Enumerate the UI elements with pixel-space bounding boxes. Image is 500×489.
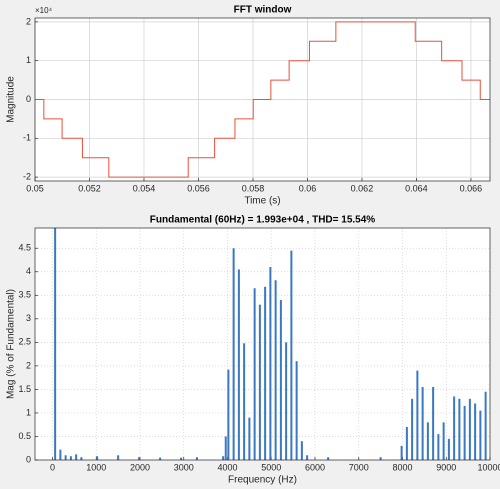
x-tick-label: 0.058 [242, 183, 265, 193]
bar [479, 410, 482, 460]
bar [54, 228, 57, 460]
axes-box [34, 17, 491, 182]
bar [447, 438, 450, 460]
x-tick-label: 0.054 [133, 183, 156, 193]
bar [180, 457, 183, 460]
x-tick-label: 0 [50, 462, 55, 472]
bar [290, 250, 293, 460]
bar [224, 436, 227, 460]
bar [484, 391, 487, 460]
bar [274, 280, 277, 460]
y-tick-label: -1 [23, 133, 31, 143]
bar [264, 286, 267, 460]
x-tick-label: 0.06 [299, 183, 317, 193]
y-tick-label: 3 [26, 313, 31, 323]
x-axis-label: Time (s) [244, 196, 280, 207]
bar [159, 457, 162, 460]
bar [243, 343, 246, 460]
x-tick-label: 6000 [305, 462, 325, 472]
y-tick-label: 1 [26, 407, 31, 417]
bar [327, 457, 330, 460]
waveform [35, 21, 490, 178]
y-tick-label: 2 [26, 16, 31, 26]
y-tick-label: 0 [26, 94, 31, 104]
bar [237, 269, 240, 460]
y-tick-label: 4 [26, 266, 31, 276]
bar [295, 361, 298, 460]
bar [138, 457, 141, 460]
bar [379, 457, 382, 460]
bar [421, 387, 424, 460]
bar [75, 454, 78, 460]
x-tick-label: 1000 [86, 462, 106, 472]
y-tick-label: 0.5 [18, 431, 31, 441]
bar [300, 441, 303, 460]
bar [195, 457, 198, 460]
bar [59, 449, 62, 460]
y-tick-label: 3.5 [18, 290, 31, 300]
bar [306, 455, 309, 460]
y-tick-label: 2.5 [18, 337, 31, 347]
x-tick-label: 4000 [217, 462, 237, 472]
bar [411, 398, 414, 460]
bar [453, 396, 456, 460]
y-tick-label: 1 [26, 55, 31, 65]
bar [222, 456, 225, 460]
bar [69, 456, 72, 460]
x-tick-label: 2000 [130, 462, 150, 472]
bar [64, 455, 67, 460]
bar [117, 455, 120, 460]
bar [269, 267, 272, 460]
y-tick-label: -2 [23, 171, 31, 181]
bar [80, 457, 83, 460]
x-tick-label: 0.05 [26, 183, 44, 193]
x-tick-label: 0.062 [351, 183, 374, 193]
bar [426, 422, 429, 460]
x-tick-label: 5000 [261, 462, 281, 472]
y-axis-label: Mag (% of Fundamental) [6, 289, 17, 399]
x-tick-label: 7000 [349, 462, 369, 472]
bar [468, 398, 471, 460]
bar [279, 300, 282, 460]
bar [227, 369, 230, 460]
bar [232, 248, 235, 460]
bar [416, 370, 419, 460]
x-tick-label: 8000 [392, 462, 412, 472]
plot-area [35, 228, 490, 460]
bar [96, 456, 99, 460]
bar [442, 422, 445, 460]
y-tick-label: 4.5 [18, 243, 31, 253]
bar [463, 405, 466, 460]
axes-box [34, 227, 491, 461]
x-axis-label: Frequency (Hz) [228, 475, 297, 486]
bar [253, 288, 256, 460]
x-tick-label: 0.056 [187, 183, 210, 193]
chart-title: FFT window [234, 5, 292, 16]
x-tick-label: 9000 [436, 462, 456, 472]
y-axis-label: Magnitude [6, 76, 17, 123]
x-tick-label: 0.064 [405, 183, 428, 193]
bar [437, 434, 440, 460]
bar [432, 387, 435, 460]
bar [248, 417, 251, 460]
y-tick-label: 1.5 [18, 384, 31, 394]
y-exponent: ×10⁴ [35, 6, 53, 15]
bar [405, 427, 408, 460]
bar [258, 304, 261, 460]
x-tick-label: 0.066 [460, 183, 483, 193]
y-tick-label: 0 [26, 454, 31, 464]
bar [458, 398, 461, 460]
bar [400, 445, 403, 460]
x-tick-label: 3000 [174, 462, 194, 472]
y-tick-label: 2 [26, 360, 31, 370]
chart-title: Fundamental (60Hz) = 1.993e+04 , THD= 15… [150, 215, 375, 226]
bar [285, 342, 288, 460]
bar [474, 403, 477, 460]
bars [54, 228, 487, 460]
x-tick-label: 0.052 [78, 183, 101, 193]
